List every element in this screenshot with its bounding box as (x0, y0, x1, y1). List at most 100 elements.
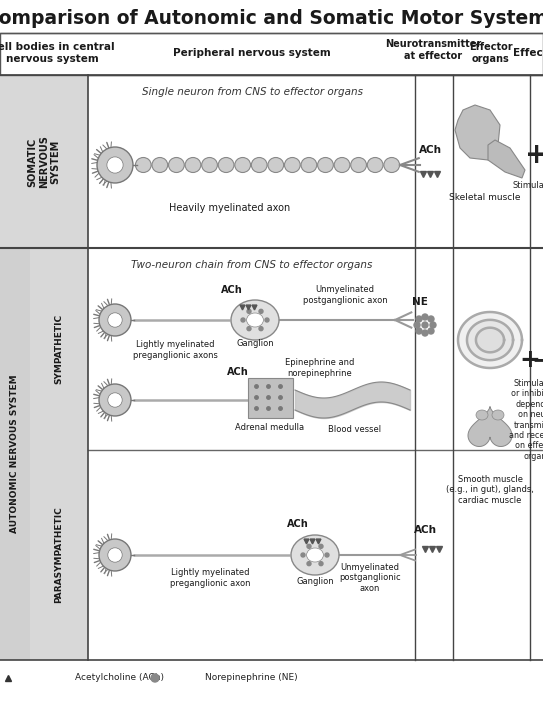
Ellipse shape (99, 304, 131, 336)
Circle shape (319, 562, 323, 565)
Ellipse shape (108, 393, 122, 407)
Ellipse shape (108, 548, 122, 562)
Circle shape (414, 322, 420, 328)
Polygon shape (488, 140, 525, 178)
Circle shape (265, 318, 269, 322)
Ellipse shape (135, 158, 151, 172)
Ellipse shape (152, 158, 168, 172)
Circle shape (430, 322, 436, 328)
Ellipse shape (268, 158, 283, 172)
Circle shape (307, 562, 311, 565)
Ellipse shape (251, 158, 267, 172)
Ellipse shape (285, 158, 300, 172)
Ellipse shape (201, 158, 217, 172)
Bar (0, 0, 543, 32)
Ellipse shape (334, 158, 350, 172)
Ellipse shape (235, 158, 250, 172)
Text: Effect: Effect (513, 48, 543, 58)
Text: Cell bodies in central
nervous system: Cell bodies in central nervous system (0, 42, 115, 64)
Text: ACh: ACh (287, 519, 309, 529)
Circle shape (241, 318, 245, 322)
Text: +: + (520, 348, 540, 372)
Polygon shape (455, 105, 500, 160)
Text: −: − (532, 348, 543, 372)
Text: PARASYMPATHETIC: PARASYMPATHETIC (54, 507, 64, 603)
Bar (0, 248, 30, 660)
Ellipse shape (492, 410, 504, 420)
Ellipse shape (99, 384, 131, 416)
Text: Stimulatory
or inhibitory,
depending
on neuro-
transmitter
and receptors
on effe: Stimulatory or inhibitory, depending on … (509, 379, 543, 461)
Text: ACh: ACh (221, 285, 243, 295)
Ellipse shape (107, 157, 123, 173)
Circle shape (428, 316, 434, 322)
Ellipse shape (384, 158, 400, 172)
Circle shape (416, 316, 422, 322)
Ellipse shape (367, 158, 383, 172)
Circle shape (422, 322, 428, 328)
Text: Adrenal medulla: Adrenal medulla (236, 424, 305, 432)
Circle shape (422, 330, 428, 336)
Text: Comparison of Autonomic and Somatic Motor Systems: Comparison of Autonomic and Somatic Moto… (0, 8, 543, 27)
Bar (0, 33, 543, 75)
Circle shape (301, 553, 305, 557)
Text: Unmyelinated
postganglionic axon: Unmyelinated postganglionic axon (302, 285, 387, 305)
Bar (30, 450, 88, 660)
Text: SOMATIC
NERVOUS
SYSTEM: SOMATIC NERVOUS SYSTEM (27, 136, 61, 189)
Bar (30, 248, 88, 450)
Circle shape (259, 309, 263, 313)
Text: Neurotransmitter
at effector: Neurotransmitter at effector (385, 39, 481, 61)
Polygon shape (467, 320, 513, 360)
Text: +: + (525, 141, 543, 169)
Text: Peripheral nervous system: Peripheral nervous system (173, 48, 331, 58)
Bar (0, 75, 543, 660)
Text: Lightly myelinated
preganglionic axons: Lightly myelinated preganglionic axons (132, 340, 217, 360)
Text: Stimulatory: Stimulatory (513, 180, 543, 189)
Polygon shape (476, 327, 504, 352)
Ellipse shape (307, 548, 324, 562)
Bar (248, 378, 293, 418)
Text: ACh: ACh (419, 145, 441, 155)
Text: Ganglion: Ganglion (236, 339, 274, 348)
Text: Heavily myelinated axon: Heavily myelinated axon (169, 203, 291, 213)
Ellipse shape (247, 313, 263, 327)
Ellipse shape (231, 300, 279, 340)
Text: Epinephrine and
norepinephrine: Epinephrine and norepinephrine (285, 358, 355, 378)
Ellipse shape (99, 539, 131, 571)
Ellipse shape (218, 158, 234, 172)
Text: Two-neuron chain from CNS to effector organs: Two-neuron chain from CNS to effector or… (131, 260, 372, 270)
Text: Blood vessel: Blood vessel (329, 425, 382, 434)
Ellipse shape (291, 535, 339, 575)
Text: Smooth muscle
(e.g., in gut), glands,
cardiac muscle: Smooth muscle (e.g., in gut), glands, ca… (446, 475, 534, 505)
Circle shape (319, 544, 323, 548)
Text: Skeletal muscle: Skeletal muscle (449, 194, 521, 203)
Text: Ganglion: Ganglion (296, 577, 334, 586)
Circle shape (325, 553, 329, 557)
Ellipse shape (97, 147, 133, 183)
Text: Acetylcholine (ACh): Acetylcholine (ACh) (75, 674, 164, 682)
Circle shape (422, 314, 428, 320)
Text: Norepinephrine (NE): Norepinephrine (NE) (205, 674, 298, 682)
Polygon shape (458, 312, 522, 368)
Ellipse shape (108, 313, 122, 327)
Polygon shape (468, 406, 512, 446)
Text: ACh: ACh (227, 367, 249, 377)
Text: Lightly myelinated
preganglionic axon: Lightly myelinated preganglionic axon (170, 568, 250, 588)
Text: AUTONOMIC NERVOUS SYSTEM: AUTONOMIC NERVOUS SYSTEM (10, 375, 20, 534)
Ellipse shape (185, 158, 201, 172)
Text: Unmyelinated
postganglionic
axon: Unmyelinated postganglionic axon (339, 563, 401, 593)
Ellipse shape (168, 158, 184, 172)
Circle shape (416, 328, 422, 334)
Text: SYMPATHETIC: SYMPATHETIC (54, 314, 64, 384)
Text: NE: NE (412, 297, 428, 307)
Ellipse shape (301, 158, 317, 172)
Circle shape (307, 544, 311, 548)
Ellipse shape (476, 410, 488, 420)
Circle shape (151, 674, 159, 682)
Circle shape (247, 327, 251, 331)
Circle shape (428, 328, 434, 334)
Text: ACh: ACh (414, 525, 437, 535)
Circle shape (247, 309, 251, 313)
Circle shape (259, 327, 263, 331)
Bar (0, 75, 88, 248)
Ellipse shape (351, 158, 367, 172)
